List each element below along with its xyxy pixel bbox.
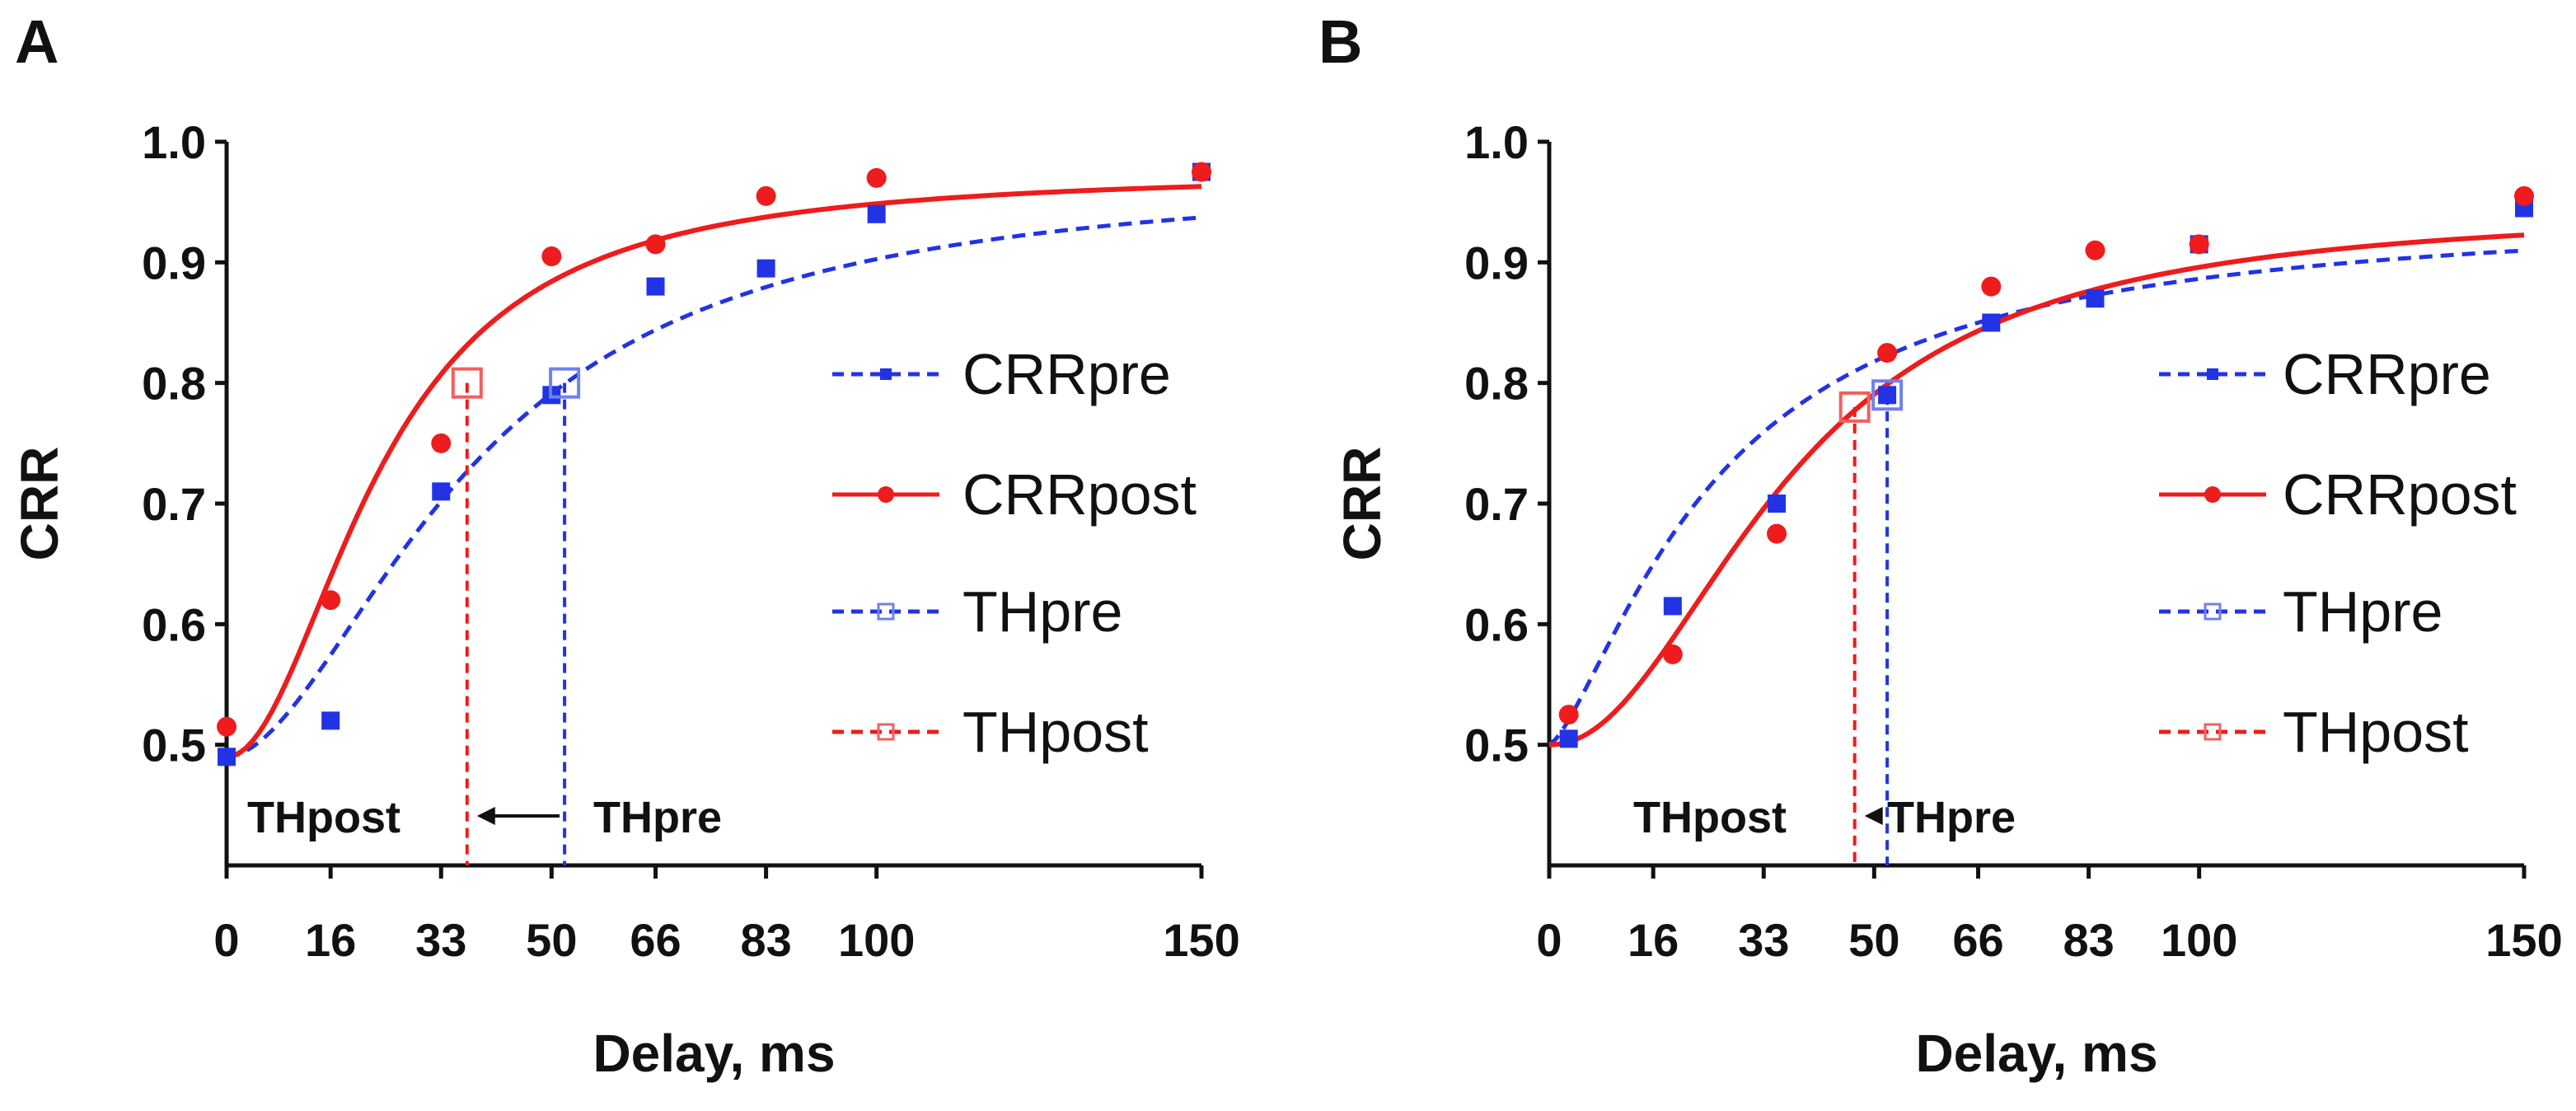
crr-pre-fit-curve [226,215,1202,759]
x-tick-label: 0 [213,914,239,966]
legend-marker [880,368,892,380]
x-tick-label: 150 [1163,914,1239,966]
crr-post-point [645,234,666,255]
crr-post-fit-curve [1548,232,2525,748]
legend-label-thpre: THpre [962,579,1122,644]
crr-post-point [217,716,237,737]
legend-marker [2204,486,2221,503]
crr-pre-point [432,482,451,501]
th-pre-annotation: THpre [1887,793,2016,842]
crr-post-point [1192,162,1211,182]
y-tick-label: 0.6 [1464,598,1529,650]
panel-a-label: A [15,7,59,76]
x-tick-label: 100 [838,914,915,966]
crr-pre-point [756,259,775,278]
y-tick-label: 0.5 [1464,720,1529,771]
crr-post-point [756,185,776,206]
x-tick-label: 33 [415,914,466,966]
y-tick-label: 0.9 [142,237,206,288]
legend-label-thpost: THpost [962,700,1149,764]
legend-label-crrpre: CRRpre [2283,342,2491,406]
legend-label-crrpost: CRRpost [962,462,1197,527]
crr-post-point [1767,523,1787,544]
crr-pre-point [646,277,665,296]
y-tick-label: 0.9 [1464,237,1529,288]
crr-post-point [1981,276,2002,297]
crr-post-fit-curve [226,184,1202,760]
y-tick-label: 0.8 [142,358,206,410]
x-tick-label: 150 [2485,914,2562,966]
y-tick-label: 0.5 [142,720,206,771]
th-post-marker [1838,391,1871,423]
crr-post-point [321,590,341,611]
panel-b-label: B [1318,7,1362,76]
x-axis-title: Delay, ms [592,1024,835,1083]
legend-label-crrpre: CRRpre [962,342,1171,406]
th-pre-marker [549,367,581,399]
x-tick-label: 50 [526,914,577,966]
legend-marker [2207,368,2218,380]
y-axis-title: CRR [1332,447,1392,561]
y-axis-title: CRR [10,447,69,561]
th-pre-annotation: THpre [593,793,722,842]
y-tick-label: 0.7 [142,478,206,530]
legend-marker [2204,602,2222,621]
th-post-annotation: THpost [1633,793,1787,842]
x-tick-label: 0 [1536,914,1562,966]
shift-arrow-head [1864,807,1883,825]
x-axis-title: Delay, ms [1915,1024,2157,1083]
crr-post-point [541,246,562,267]
crr-pre-point [1982,313,2001,332]
crr-post-point [2085,240,2105,260]
y-tick-label: 1.0 [142,116,206,168]
th-pre-marker [1871,379,1904,411]
crr-pre-point [321,711,340,730]
y-tick-label: 1.0 [1464,116,1529,168]
y-tick-label: 0.8 [1464,358,1529,410]
th-post-marker [451,367,483,399]
x-tick-label: 33 [1738,914,1789,966]
crr-pre-point [1559,729,1578,748]
x-tick-label: 16 [305,914,356,966]
x-tick-label: 83 [2063,914,2114,966]
y-tick-label: 0.6 [142,598,206,650]
crr-pre-point [2086,289,2105,308]
crr-post-point [1558,705,1579,725]
crr-pre-point [218,748,236,766]
x-tick-label: 66 [630,914,681,966]
shift-arrow-head [476,807,495,825]
crr-post-point [866,167,887,188]
crr-pre-fit-curve [1548,248,2525,747]
crr-pre-point [1663,597,1682,616]
legend-label-thpost: THpost [2283,700,2469,764]
x-tick-label: 66 [1952,914,2003,966]
x-tick-label: 83 [740,914,791,966]
chart-panel-a: 0.5 0.6 0.7 0.8 0.9 1.0 0 16 33 50 66 83 100 150 Delay… [10,116,1240,1083]
x-tick-label: 16 [1628,914,1679,966]
legend-label-crrpost: CRRpost [2283,462,2517,527]
legend-marker [877,602,895,621]
x-tick-label: 100 [2161,914,2237,966]
legend-marker [878,486,894,503]
crr-post-point [1877,343,1898,363]
crr-pre-point [867,204,886,223]
x-tick-label: 50 [1848,914,1899,966]
crr-post-point [1662,644,1683,664]
legend-marker [877,723,895,741]
legend-label-thpre: THpre [2283,579,2443,644]
crr-post-point [2189,234,2209,255]
chart-panel-b: 0.5 0.6 0.7 0.8 0.9 1.0 0 16 33 50 66 83 100 150 Delay… [1332,116,2563,1083]
crr-post-point [431,433,452,453]
crr-pre-point [1768,495,1787,513]
legend-marker [2204,723,2222,741]
y-tick-label: 0.7 [1464,478,1529,530]
th-post-annotation: THpost [247,793,400,842]
crr-post-point [2514,185,2534,206]
